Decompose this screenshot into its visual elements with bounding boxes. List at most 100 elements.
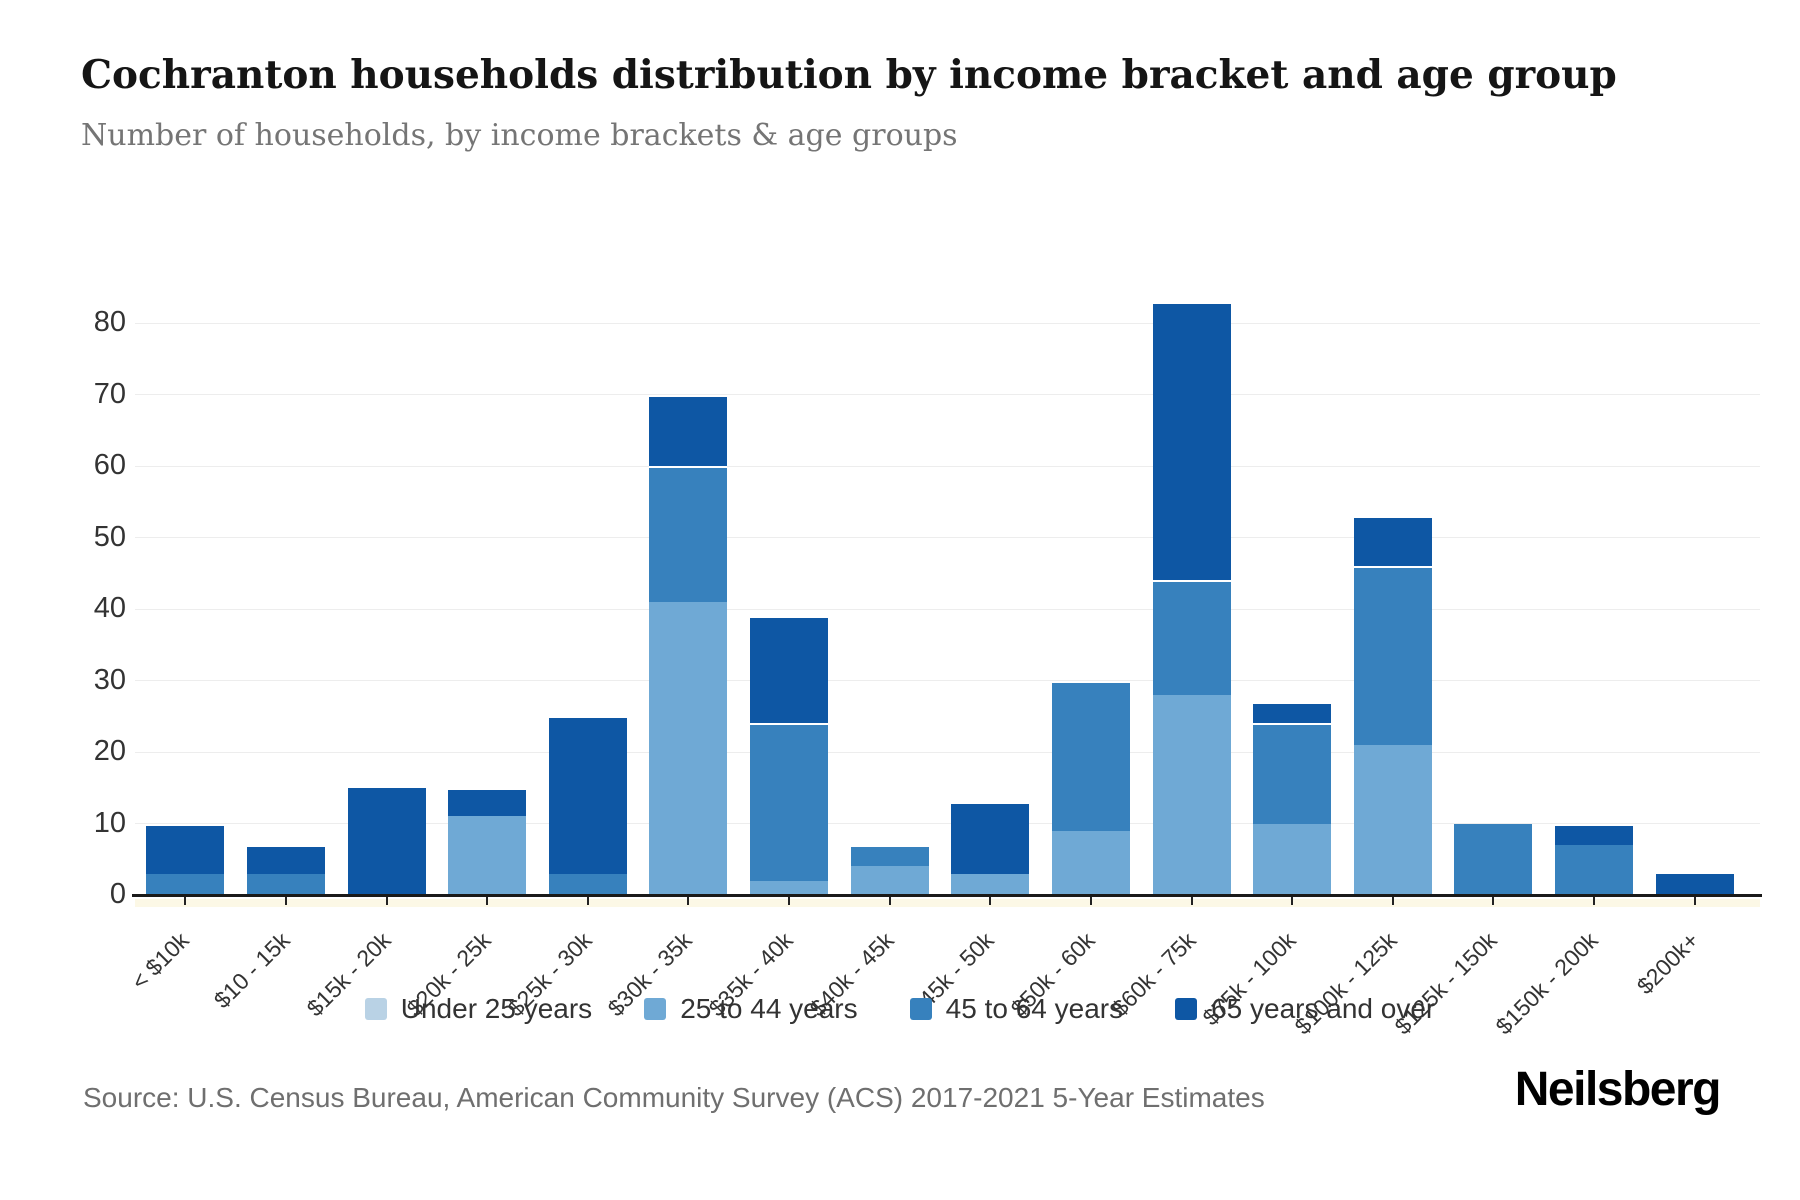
bar-segment[interactable] bbox=[649, 466, 728, 602]
bar-segment[interactable] bbox=[951, 873, 1030, 895]
source-text: Source: U.S. Census Bureau, American Com… bbox=[83, 1082, 1265, 1113]
x-axis-tick bbox=[888, 897, 891, 905]
x-axis-tick bbox=[1693, 897, 1696, 905]
brand-logo: Neilsberg bbox=[1514, 1063, 1722, 1116]
legend-swatch-icon bbox=[644, 998, 667, 1020]
x-axis-line bbox=[132, 894, 1762, 897]
bar-segment[interactable] bbox=[1454, 823, 1533, 895]
legend: Under 25 years 25 to 44 years 45 to 64 yea… bbox=[0, 993, 1800, 1025]
y-axis-tick-label: 20 bbox=[93, 735, 126, 767]
bar-segment[interactable] bbox=[448, 787, 527, 817]
bar bbox=[1655, 873, 1734, 895]
bar-segment[interactable] bbox=[1152, 301, 1231, 581]
bar-segment[interactable] bbox=[548, 716, 627, 874]
bar bbox=[1555, 823, 1634, 895]
gridline bbox=[135, 608, 1760, 610]
bar bbox=[1353, 516, 1432, 895]
bar bbox=[146, 823, 225, 895]
bar-segment[interactable] bbox=[850, 866, 929, 895]
legend-item[interactable]: 25 to 44 years bbox=[644, 993, 858, 1025]
bar-segment[interactable] bbox=[750, 880, 829, 895]
bar-segment[interactable] bbox=[246, 873, 325, 895]
bar-segment[interactable] bbox=[1555, 823, 1634, 845]
bar-segment[interactable] bbox=[1353, 516, 1432, 567]
bar-segment[interactable] bbox=[146, 823, 225, 874]
bar-segment[interactable] bbox=[1051, 830, 1130, 895]
x-axis-tick bbox=[687, 897, 690, 905]
gridline bbox=[135, 322, 1760, 324]
y-axis-tick-label: 60 bbox=[93, 449, 126, 481]
bar-segment[interactable] bbox=[649, 394, 728, 467]
gridline bbox=[135, 751, 1760, 753]
legend-swatch-icon bbox=[909, 998, 932, 1020]
legend-item[interactable]: Under 25 years bbox=[364, 993, 593, 1025]
legend-label: 45 to 64 years bbox=[945, 993, 1124, 1024]
bar-segment[interactable] bbox=[347, 787, 426, 895]
x-axis-tick bbox=[184, 897, 187, 905]
legend-swatch-icon bbox=[364, 998, 387, 1020]
bar-segment[interactable] bbox=[1353, 744, 1432, 895]
bar bbox=[1454, 823, 1533, 895]
bar-segment[interactable] bbox=[1353, 566, 1432, 745]
bar-segment[interactable] bbox=[750, 723, 829, 881]
bar-segment[interactable] bbox=[548, 873, 627, 895]
x-axis-tick bbox=[1492, 897, 1495, 905]
chart-subtitle: Number of households, by income brackets… bbox=[81, 118, 958, 153]
x-axis-tick bbox=[486, 897, 489, 905]
legend-item[interactable]: 45 to 64 years bbox=[909, 993, 1124, 1025]
x-axis-tick bbox=[1089, 897, 1092, 905]
x-axis-tick bbox=[284, 897, 287, 905]
legend-item[interactable]: 65 years and over bbox=[1175, 993, 1435, 1025]
y-axis-tick-label: 50 bbox=[93, 520, 126, 553]
bar bbox=[1051, 680, 1130, 895]
bar-segment[interactable] bbox=[649, 601, 728, 895]
bar-segment[interactable] bbox=[146, 873, 225, 895]
bar-segment[interactable] bbox=[1253, 701, 1332, 724]
y-axis-tick-label: 0 bbox=[109, 878, 126, 910]
legend-swatch-icon bbox=[1175, 998, 1198, 1020]
x-axis-tick bbox=[586, 897, 589, 905]
gridline bbox=[135, 537, 1760, 538]
gridline bbox=[135, 823, 1760, 824]
y-axis-tick-label: 40 bbox=[93, 592, 126, 624]
gridline bbox=[135, 680, 1760, 681]
x-axis-tick bbox=[1291, 897, 1294, 905]
bar-segment[interactable] bbox=[1655, 873, 1734, 895]
y-axis-tick-label: 30 bbox=[93, 663, 126, 696]
bar bbox=[347, 787, 426, 895]
y-axis-tick-label: 70 bbox=[93, 377, 126, 410]
bar-segment[interactable] bbox=[1253, 723, 1332, 824]
legend-label: 65 years and over bbox=[1211, 993, 1436, 1024]
bar bbox=[750, 616, 829, 895]
axis-underline-band bbox=[135, 899, 1760, 907]
x-axis-tick bbox=[1190, 897, 1193, 905]
chart-title: Cochranton households distribution by in… bbox=[81, 52, 1617, 98]
bar-segment[interactable] bbox=[951, 802, 1030, 874]
bar-segment[interactable] bbox=[1152, 580, 1231, 695]
bar-segment[interactable] bbox=[750, 616, 829, 724]
bar-segment[interactable] bbox=[850, 844, 929, 867]
bar-segment[interactable] bbox=[1555, 844, 1634, 895]
bar-segment[interactable] bbox=[1253, 823, 1332, 895]
bar bbox=[1152, 301, 1231, 895]
x-axis-tick bbox=[385, 897, 388, 905]
x-axis-tick bbox=[1593, 897, 1596, 905]
bar bbox=[951, 802, 1030, 895]
bar bbox=[850, 844, 929, 895]
bar bbox=[649, 394, 728, 895]
y-axis-tick-label: 80 bbox=[93, 306, 126, 338]
legend-label: 25 to 44 years bbox=[680, 993, 858, 1024]
x-axis-tick bbox=[788, 897, 791, 905]
bar bbox=[548, 716, 627, 895]
bar bbox=[448, 787, 527, 895]
bar-segment[interactable] bbox=[448, 816, 527, 895]
bar bbox=[1253, 701, 1332, 895]
bar-segment[interactable] bbox=[1051, 680, 1130, 831]
legend-label: Under 25 years bbox=[400, 993, 593, 1024]
bar-segment[interactable] bbox=[1152, 694, 1231, 895]
y-axis-tick-label: 10 bbox=[93, 806, 126, 839]
bar-segment[interactable] bbox=[246, 844, 325, 874]
gridline bbox=[135, 394, 1760, 395]
x-axis-tick bbox=[1391, 897, 1394, 905]
bar bbox=[246, 844, 325, 895]
